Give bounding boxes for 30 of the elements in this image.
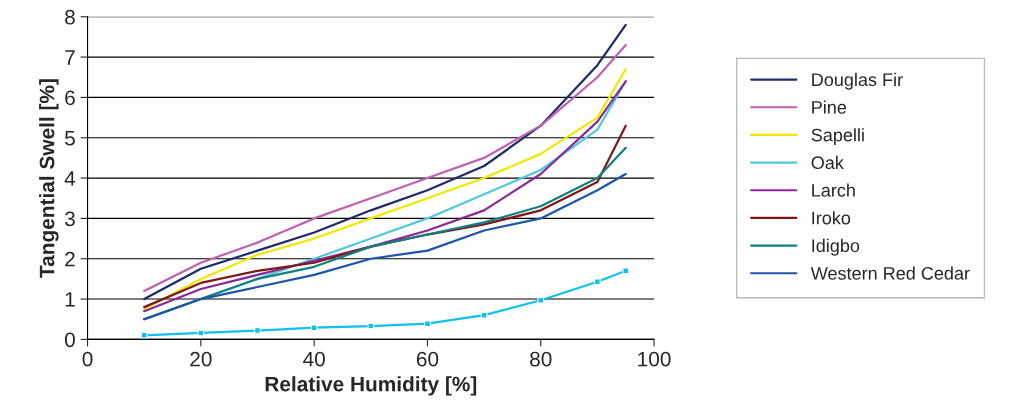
y-axis-title: Tangential Swell [%] bbox=[39, 79, 59, 278]
x-tick-label: 20 bbox=[190, 351, 212, 367]
point bbox=[310, 324, 318, 331]
x-tick-label: 60 bbox=[416, 351, 439, 367]
y-tick-label: 1 bbox=[65, 292, 75, 307]
legend-label: Sapelli bbox=[811, 128, 864, 145]
legend-label: Idigbo bbox=[812, 238, 860, 256]
y-tick-label: 7 bbox=[65, 50, 75, 65]
point bbox=[424, 320, 431, 327]
x-tick-label: 80 bbox=[530, 351, 552, 367]
legend-label: Western Red Cedar bbox=[810, 266, 970, 280]
y-tick-label: 6 bbox=[65, 90, 75, 106]
y-tick-label: 2 bbox=[65, 251, 75, 267]
legend-label: Iroko bbox=[812, 211, 851, 225]
x-tick-label: 40 bbox=[303, 351, 325, 367]
point bbox=[254, 327, 261, 334]
legend-label: Douglas Fir bbox=[812, 72, 903, 90]
y-tick-label: 5 bbox=[64, 130, 75, 146]
x-tick-label: 0 bbox=[82, 351, 93, 367]
point bbox=[594, 278, 601, 286]
y-tick-label: 3 bbox=[64, 211, 75, 227]
y-tick-label: 0 bbox=[64, 332, 75, 348]
x-tick-label: 100 bbox=[638, 351, 671, 367]
legend-label: Oak bbox=[811, 155, 844, 170]
point bbox=[140, 332, 148, 339]
y-tick-label: 4 bbox=[64, 171, 76, 186]
legend-label: Pine bbox=[812, 100, 847, 114]
x-axis-title: Relative Humidity [%] bbox=[265, 376, 477, 396]
y-tick-label: 8 bbox=[65, 9, 75, 25]
legend-label: Larch bbox=[812, 183, 855, 197]
